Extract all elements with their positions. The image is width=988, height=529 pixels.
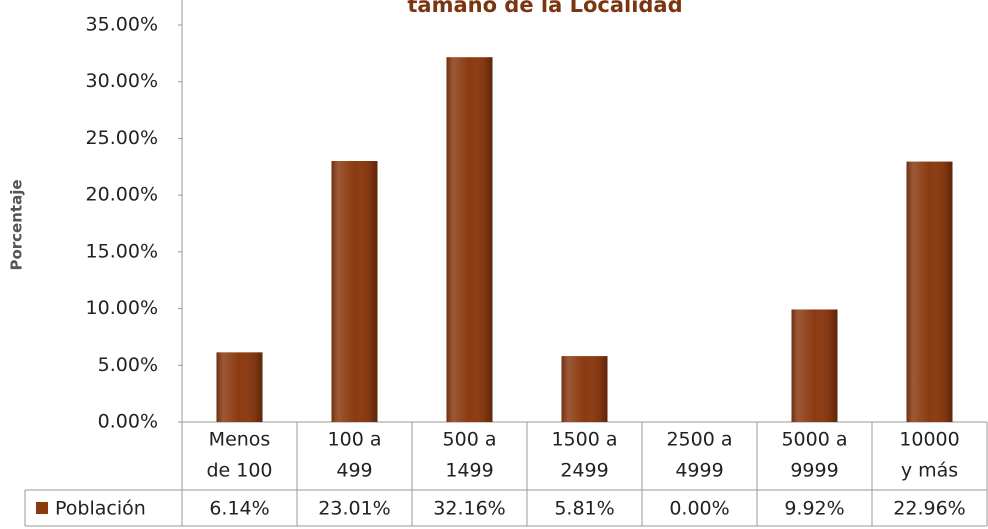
bar-shade [561,356,608,422]
x-tick-label: 2499 [560,460,608,482]
value-label: 9.92% [784,498,844,520]
bar-shade [331,161,378,422]
x-tick-label: 499 [336,460,372,482]
y-tick-label: 15.00% [86,240,158,262]
bar-shade [446,57,493,422]
value-label: 6.14% [209,498,269,520]
value-label: 23.01% [318,498,390,520]
value-label: 0.00% [669,498,729,520]
x-tick-label: 2500 a [666,429,732,451]
value-label: 32.16% [433,498,505,520]
x-tick-label: de 100 [206,460,272,482]
y-axis-label: Porcentaje [8,179,26,270]
x-tick-label: 9999 [790,460,838,482]
value-label: 22.96% [893,498,965,520]
legend-swatch [36,502,48,514]
x-tick-label: 100 a [328,429,382,451]
x-tick-label: Menos [209,429,271,451]
x-tick-label: 4999 [675,460,723,482]
x-tick-label: 1499 [445,460,493,482]
y-tick-label: 10.00% [86,297,158,319]
bar-shade [906,161,953,422]
y-tick-label: 5.00% [98,354,158,376]
x-tick-label: y más [901,460,958,482]
chart-title: tamaño de la Localidad [407,0,682,17]
y-tick-label: 30.00% [86,70,158,92]
y-tick-label: 35.00% [86,14,158,36]
bar-shade [791,309,838,422]
x-tick-label: 1500 a [551,429,617,451]
bar-shade [216,352,263,422]
y-tick-label: 0.00% [98,411,158,433]
y-tick-label: 25.00% [86,127,158,149]
value-label: 5.81% [554,498,614,520]
x-tick-label: 10000 [899,429,959,451]
legend-label: Población [55,498,146,520]
x-tick-label: 500 a [443,429,497,451]
y-tick-label: 20.00% [86,184,158,206]
x-tick-label: 5000 a [781,429,847,451]
